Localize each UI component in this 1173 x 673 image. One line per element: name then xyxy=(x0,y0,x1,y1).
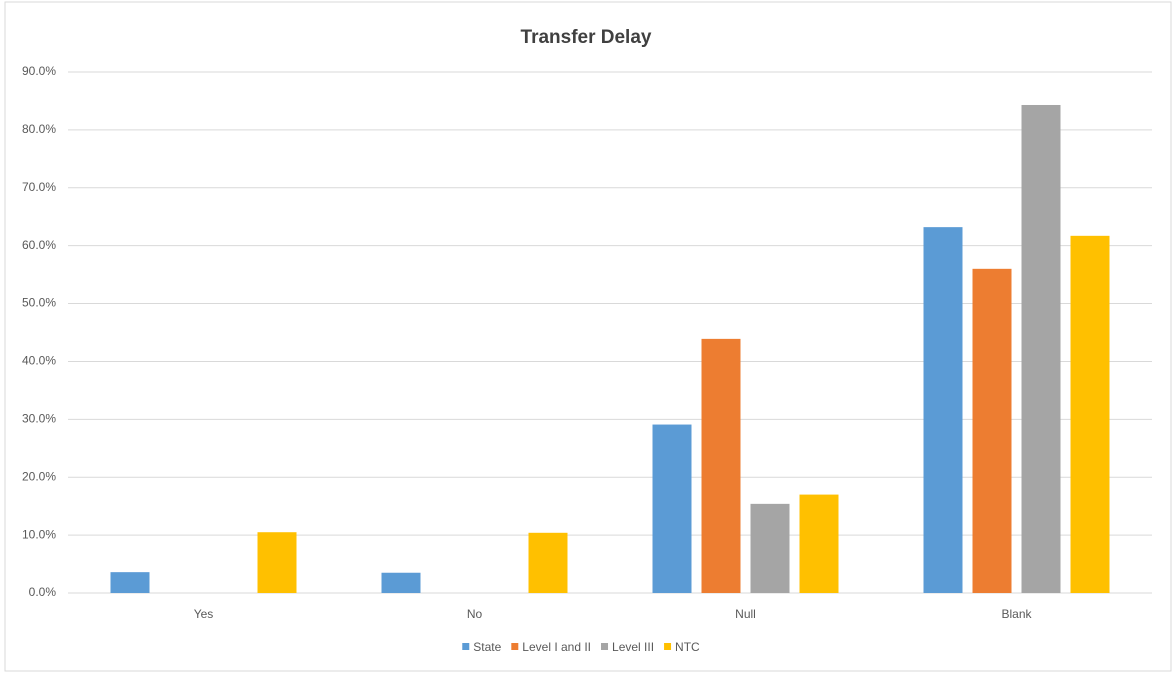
y-tick-label: 50.0% xyxy=(22,296,56,310)
bar xyxy=(750,503,790,593)
legend-swatch xyxy=(664,643,672,650)
legend-swatch xyxy=(462,643,470,650)
y-tick-label: 10.0% xyxy=(22,527,56,541)
bar xyxy=(1021,104,1061,593)
y-tick-label: 90.0% xyxy=(22,64,56,78)
x-tick-label: No xyxy=(467,607,483,621)
y-tick-label: 40.0% xyxy=(22,354,56,368)
bar xyxy=(972,268,1012,593)
legend-label: State xyxy=(473,640,501,654)
legend-swatch xyxy=(601,643,609,650)
bar xyxy=(701,338,741,593)
bar xyxy=(381,572,421,593)
y-tick-label: 20.0% xyxy=(22,469,56,483)
bar xyxy=(110,572,150,593)
bar xyxy=(799,494,839,593)
x-tick-label: Blank xyxy=(1001,607,1032,621)
y-tick-label: 80.0% xyxy=(22,122,56,136)
x-tick-label: Yes xyxy=(194,607,214,621)
y-tick-label: 30.0% xyxy=(22,412,56,426)
legend-label: Level III xyxy=(612,640,654,654)
y-tick-label: 70.0% xyxy=(22,180,56,194)
bar xyxy=(257,532,297,593)
x-tick-label: Null xyxy=(735,607,756,621)
y-tick-label: 0.0% xyxy=(29,585,57,599)
legend-label: NTC xyxy=(675,640,700,654)
legend-swatch xyxy=(511,643,519,650)
chart-title: Transfer Delay xyxy=(521,27,652,48)
bar xyxy=(923,227,963,594)
bar xyxy=(652,424,692,593)
bar xyxy=(528,532,568,593)
bar xyxy=(1070,235,1110,593)
legend-label: Level I and II xyxy=(522,640,591,654)
y-tick-label: 60.0% xyxy=(22,238,56,252)
